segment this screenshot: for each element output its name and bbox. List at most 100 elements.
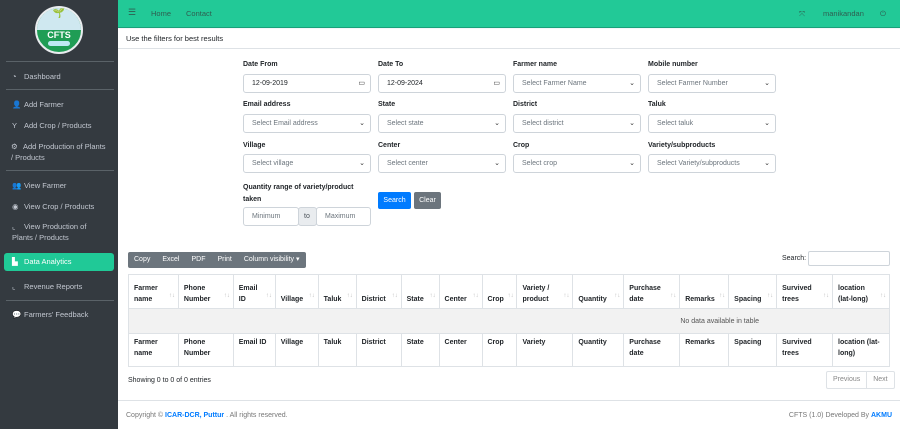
chevron-down-icon: ⌄ [764,120,770,127]
copy-button[interactable]: Copy [134,256,151,263]
date-from-input[interactable]: 12-09-2019 ▭ [243,74,371,93]
sidebar-item-view-crop[interactable]: ◉ View Crop / Products [12,202,95,211]
quantity-min-input[interactable]: Minimum [243,207,299,226]
sort-icon: ↑↓ [507,293,514,299]
pdf-button[interactable]: PDF [191,256,206,263]
chevron-down-icon: ⌄ [494,160,500,167]
mobile-select[interactable]: Select Farmer Number ⌄ [648,74,776,93]
date-from-label: Date From [243,61,278,68]
column-header[interactable]: Spacing ↑↓ [728,274,778,309]
sort-icon: ↑↓ [563,293,570,299]
fullscreen-icon[interactable]: ⤧ [799,9,805,18]
sort-icon: ↑↓ [823,293,830,299]
calendar-icon: ▭ [493,80,500,87]
column-header[interactable]: Quantity ↑↓ [572,274,625,309]
state-label: State [378,101,396,108]
table-info: Showing 0 to 0 of 0 entries [128,377,211,384]
sidebar-item-data-analytics[interactable]: ▙ Data Analytics [4,253,114,271]
column-footer: Farmer name [128,333,179,367]
variety-select[interactable]: Select Variety/subproducts ⌄ [648,154,776,173]
sidebar-item-farmers-feedback[interactable]: 💬 Farmers' Feedback [12,310,89,319]
column-footer: Village [274,333,319,367]
sort-icon: ↑↓ [346,293,353,299]
chevron-down-icon: ⌄ [629,160,635,167]
users-icon: 👥 [12,181,22,190]
center-label: Center [378,142,401,149]
district-select[interactable]: Select district ⌄ [513,114,641,133]
org-link[interactable]: ICAR-DCR, Puttur [165,412,225,419]
clear-button[interactable]: Clear [414,192,441,209]
district-label: District [513,101,538,108]
column-header[interactable]: Farmer name ↑↓ [128,274,179,309]
column-header[interactable]: Taluk ↑↓ [317,274,357,309]
column-header[interactable]: location (lat-long) ↑↓ [832,274,890,309]
menu-toggle-icon[interactable]: ☰ [128,7,137,17]
chart-line-icon: ⌞ [12,222,16,231]
column-header[interactable]: Variety / product ↑↓ [516,274,574,309]
column-footer: Spacing [728,333,778,367]
column-header[interactable]: Phone Number ↑↓ [177,274,234,309]
search-button[interactable]: Search [378,192,411,209]
sidebar-item-view-production[interactable]: ⌞ View Production of Plants / Products [12,222,87,242]
center-select[interactable]: Select center ⌄ [378,154,506,173]
logo[interactable]: 🌱 CFTS [35,6,83,54]
user-plus-icon: 👤 [12,100,22,109]
column-header[interactable]: Purchase date ↑↓ [623,274,681,309]
user-name[interactable]: manikandan [823,9,864,18]
power-icon[interactable]: ⏻ [880,9,886,18]
column-header[interactable]: Crop ↑↓ [481,274,518,309]
village-label: Village [243,142,266,149]
table-search-input[interactable] [808,251,890,266]
quantity-to-label: to [298,207,317,226]
chevron-down-icon: ⌄ [764,80,770,87]
sidebar-item-dashboard[interactable]: ◔ Dashboard [12,72,61,81]
sidebar-item-add-farmer[interactable]: 👤 Add Farmer [12,100,64,109]
calendar-icon: ▭ [358,80,365,87]
export-buttons: Copy Excel PDF Print Column visibility ▾ [128,252,306,268]
footer: Copyright © ICAR-DCR, Puttur . All right… [118,400,900,429]
email-select[interactable]: Select Email address ⌄ [243,114,371,133]
sort-icon: ↑↓ [223,293,230,299]
nav-contact-link[interactable]: Contact [186,9,212,18]
taluk-select[interactable]: Select taluk ⌄ [648,114,776,133]
column-footer: State [400,333,440,367]
village-select[interactable]: Select village ⌄ [243,154,371,173]
sort-icon: ↑↓ [472,293,479,299]
sidebar-item-add-production[interactable]: ⚙ Add Production of Plants / Products [11,142,106,162]
column-header[interactable]: Village ↑↓ [274,274,319,309]
column-footer: District [355,333,402,367]
sidebar: 🌱 CFTS ◔ Dashboard 👤 Add Farmer Y Add Crop /… [0,0,118,429]
excel-button[interactable]: Excel [162,256,180,263]
sidebar-item-view-farmer[interactable]: 👥 View Farmer [12,181,67,190]
column-header[interactable]: State ↑↓ [400,274,440,309]
quantity-max-input[interactable]: Maximum [316,207,371,226]
column-footer: Crop [481,333,518,367]
sidebar-item-add-crop[interactable]: Y Add Crop / Products [12,121,92,130]
column-footer: Taluk [317,333,357,367]
previous-button[interactable]: Previous [827,372,868,388]
column-footer: Center [438,333,483,367]
column-visibility-button[interactable]: Column visibility ▾ [243,256,300,263]
table-search-label: Search: [782,255,807,262]
column-header[interactable]: Remarks ↑↓ [679,274,730,309]
main-content: Date From 12-09-2019 ▭ Date To 12-09-2024… [118,49,900,400]
column-header[interactable]: Survived trees ↑↓ [776,274,834,309]
column-header[interactable]: Email ID ↑↓ [232,274,276,309]
developer-link[interactable]: AKMU [871,412,892,419]
eye-icon: ◉ [12,202,19,211]
date-to-input[interactable]: 12-09-2024 ▭ [378,74,506,93]
chart-line-icon: ⌞ [12,282,16,291]
data-table: Farmer name ↑↓ Phone Number ↑↓ Email ID ↑↓ Vil… [128,274,890,367]
column-header[interactable]: Center ↑↓ [438,274,483,309]
crop-select[interactable]: Select crop ⌄ [513,154,641,173]
sort-icon: ↑↓ [719,293,726,299]
column-header[interactable]: District ↑↓ [355,274,402,309]
nav-home-link[interactable]: Home [151,9,172,18]
empty-message: No data available in table [128,308,890,334]
print-button[interactable]: Print [217,256,232,263]
farmer-name-select[interactable]: Select Farmer Name ⌄ [513,74,641,93]
next-button[interactable]: Next [873,376,888,383]
state-select[interactable]: Select state ⌄ [378,114,506,133]
sidebar-item-revenue-reports[interactable]: ⌞ Revenue Reports [12,282,83,291]
crop-label: Crop [513,142,530,149]
